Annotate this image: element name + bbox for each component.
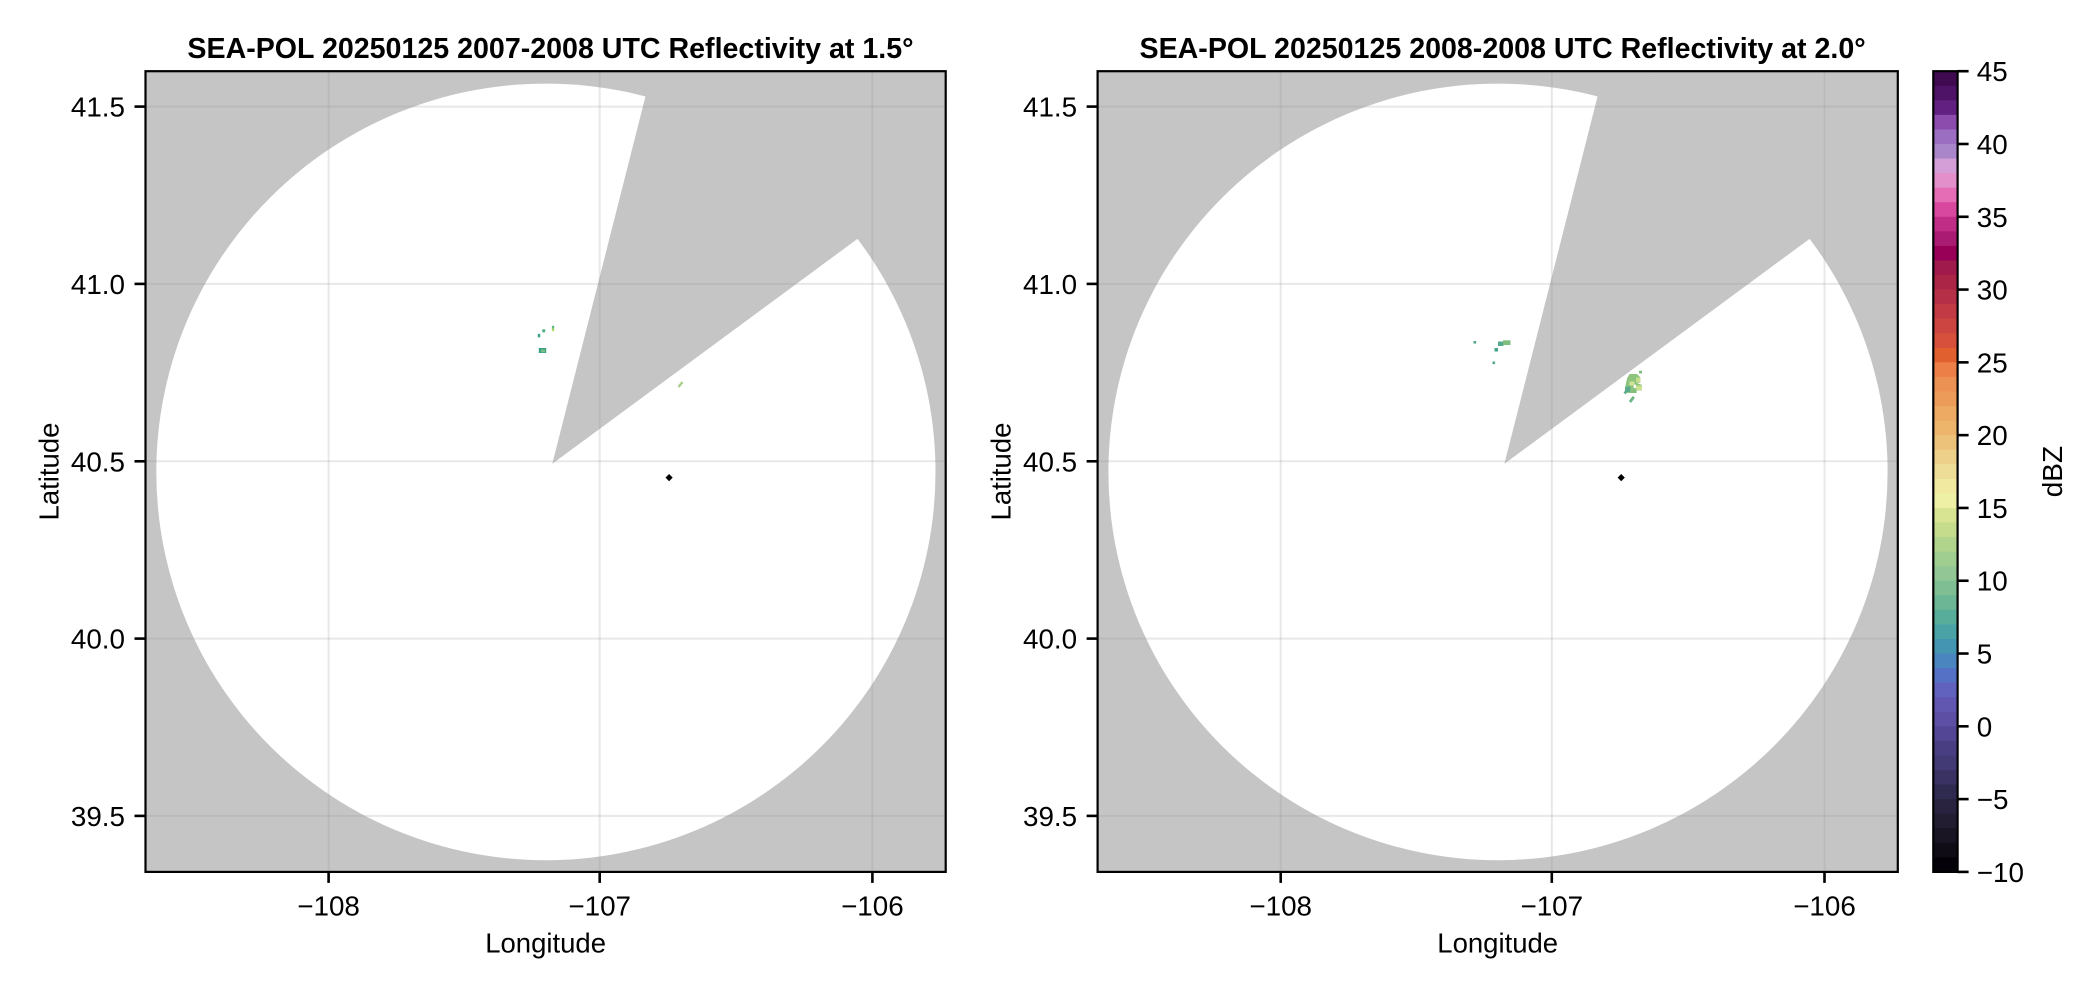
svg-text:15: 15	[1977, 493, 2008, 524]
svg-text:41.5: 41.5	[1023, 92, 1077, 123]
svg-text:40.5: 40.5	[1023, 446, 1077, 477]
svg-text:45: 45	[1977, 56, 2008, 87]
svg-text:0: 0	[1977, 711, 1992, 742]
svg-text:−108: −108	[297, 891, 360, 922]
svg-text:39.5: 39.5	[1023, 801, 1077, 832]
svg-text:40.5: 40.5	[71, 446, 125, 477]
svg-text:10: 10	[1977, 566, 2008, 597]
svg-text:Longitude: Longitude	[485, 928, 606, 959]
svg-text:Latitude: Latitude	[986, 423, 1017, 521]
svg-text:41.5: 41.5	[71, 92, 125, 123]
svg-text:−107: −107	[568, 891, 631, 922]
svg-text:−107: −107	[1520, 891, 1583, 922]
svg-text:−5: −5	[1977, 784, 2009, 815]
svg-text:41.0: 41.0	[71, 269, 125, 300]
svg-text:35: 35	[1977, 202, 2008, 233]
svg-text:41.0: 41.0	[1023, 269, 1077, 300]
svg-text:25: 25	[1977, 347, 2008, 378]
svg-text:−10: −10	[1977, 857, 2024, 888]
svg-text:5: 5	[1977, 639, 1992, 670]
svg-text:SEA-POL 20250125 2007-2008 UTC: SEA-POL 20250125 2007-2008 UTC Reflectiv…	[187, 33, 913, 65]
svg-text:−108: −108	[1249, 891, 1312, 922]
svg-text:Longitude: Longitude	[1437, 928, 1558, 959]
svg-text:20: 20	[1977, 420, 2008, 451]
svg-text:−106: −106	[841, 891, 904, 922]
svg-text:40.0: 40.0	[1023, 624, 1077, 655]
svg-text:40.0: 40.0	[71, 624, 125, 655]
svg-text:SEA-POL 20250125 2008-2008 UTC: SEA-POL 20250125 2008-2008 UTC Reflectiv…	[1140, 33, 1866, 65]
svg-text:40: 40	[1977, 129, 2008, 160]
svg-text:Latitude: Latitude	[34, 423, 65, 521]
svg-text:30: 30	[1977, 275, 2008, 306]
svg-text:dBZ: dBZ	[2037, 446, 2068, 497]
svg-text:−106: −106	[1793, 891, 1856, 922]
svg-text:39.5: 39.5	[71, 801, 125, 832]
